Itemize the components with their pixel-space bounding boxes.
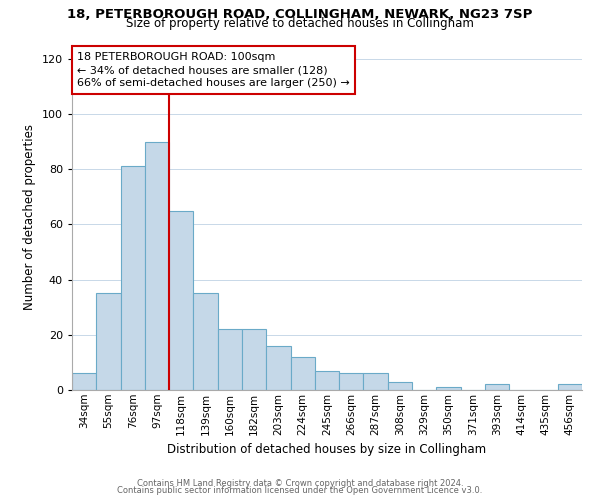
Text: 18 PETERBOROUGH ROAD: 100sqm
← 34% of detached houses are smaller (128)
66% of s: 18 PETERBOROUGH ROAD: 100sqm ← 34% of de… xyxy=(77,52,350,88)
Bar xyxy=(436,387,461,390)
Text: Size of property relative to detached houses in Collingham: Size of property relative to detached ho… xyxy=(126,18,474,30)
Bar xyxy=(121,166,145,390)
Bar xyxy=(145,142,169,390)
Bar xyxy=(242,330,266,390)
Bar xyxy=(266,346,290,390)
Bar xyxy=(558,384,582,390)
Bar xyxy=(388,382,412,390)
Y-axis label: Number of detached properties: Number of detached properties xyxy=(23,124,36,310)
Bar xyxy=(96,294,121,390)
Bar xyxy=(72,374,96,390)
X-axis label: Distribution of detached houses by size in Collingham: Distribution of detached houses by size … xyxy=(167,443,487,456)
Text: 18, PETERBOROUGH ROAD, COLLINGHAM, NEWARK, NG23 7SP: 18, PETERBOROUGH ROAD, COLLINGHAM, NEWAR… xyxy=(67,8,533,20)
Bar xyxy=(364,374,388,390)
Bar xyxy=(169,210,193,390)
Bar xyxy=(193,294,218,390)
Text: Contains HM Land Registry data © Crown copyright and database right 2024.: Contains HM Land Registry data © Crown c… xyxy=(137,478,463,488)
Bar xyxy=(218,330,242,390)
Bar xyxy=(315,370,339,390)
Bar xyxy=(339,374,364,390)
Bar xyxy=(485,384,509,390)
Text: Contains public sector information licensed under the Open Government Licence v3: Contains public sector information licen… xyxy=(118,486,482,495)
Bar xyxy=(290,357,315,390)
